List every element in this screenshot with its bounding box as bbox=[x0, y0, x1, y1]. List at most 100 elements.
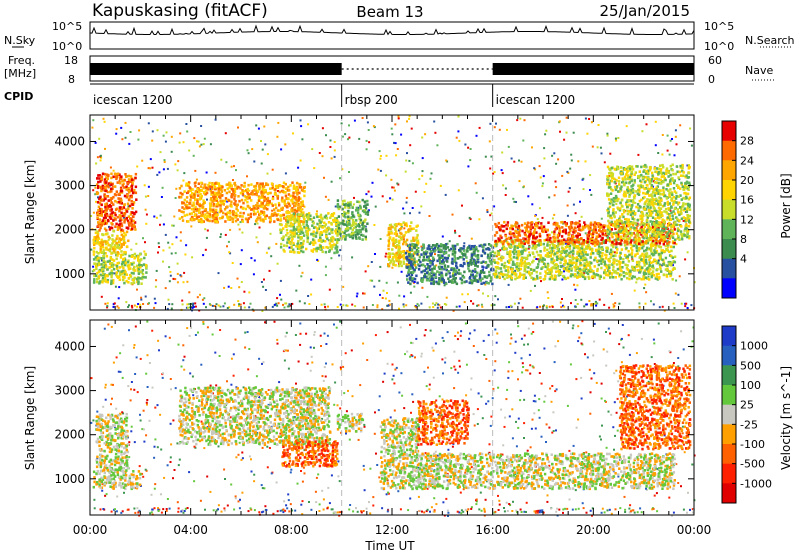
cpid-segments: icescan 1200 rbsp 200 icescan 1200 bbox=[93, 84, 575, 107]
echo-cell bbox=[100, 251, 104, 254]
echo-cell bbox=[189, 189, 192, 192]
echo-cell bbox=[285, 210, 289, 214]
echo-cell bbox=[217, 191, 221, 194]
echo-cell bbox=[246, 204, 249, 208]
echo-cell bbox=[489, 276, 493, 279]
echo-cell bbox=[579, 258, 583, 261]
echo-cell bbox=[440, 262, 444, 265]
echo-cell bbox=[350, 232, 353, 236]
echo-cell bbox=[124, 233, 127, 237]
echo-cell bbox=[119, 177, 122, 180]
echo-cell bbox=[132, 219, 135, 223]
speckle-cell bbox=[378, 150, 381, 153]
speckle-cell bbox=[677, 293, 680, 296]
speckle-cell bbox=[519, 297, 522, 300]
echo-cell bbox=[302, 239, 305, 243]
speckle-cell bbox=[403, 227, 406, 230]
echo-cell bbox=[127, 265, 130, 268]
echo-cell bbox=[120, 250, 123, 253]
speckle-cell bbox=[490, 212, 493, 215]
echo-cell bbox=[297, 230, 300, 233]
speckle-cell bbox=[557, 158, 560, 161]
echo-cell bbox=[328, 249, 331, 252]
echo-cell bbox=[540, 267, 543, 270]
echo-cell bbox=[457, 257, 460, 260]
power-heatmap bbox=[90, 115, 696, 312]
echo-cell bbox=[578, 259, 581, 263]
echo-cell bbox=[101, 219, 104, 222]
echo-cell bbox=[618, 255, 621, 258]
echo-cell bbox=[97, 259, 101, 263]
echo-cell bbox=[672, 260, 675, 263]
echo-cell bbox=[415, 241, 419, 244]
ground-cell bbox=[282, 303, 284, 306]
echo-cell bbox=[462, 276, 466, 279]
echo-cell bbox=[608, 270, 611, 273]
speckle-cell bbox=[125, 301, 128, 304]
echo-cell bbox=[567, 270, 570, 273]
echo-cell bbox=[483, 271, 486, 274]
echo-cell bbox=[293, 216, 296, 219]
echo-cell bbox=[196, 190, 199, 194]
echo-cell bbox=[626, 276, 629, 280]
echo-cell bbox=[493, 244, 497, 247]
echo-cell bbox=[100, 175, 104, 178]
echo-cell bbox=[292, 248, 295, 252]
echo-cell bbox=[308, 228, 311, 232]
echo-cell bbox=[644, 272, 648, 275]
echo-cell bbox=[623, 274, 626, 278]
speckle-cell bbox=[388, 299, 391, 302]
speckle-cell bbox=[367, 129, 370, 131]
echo-cell bbox=[644, 276, 647, 279]
echo-cell bbox=[300, 228, 304, 231]
echo-cell bbox=[395, 230, 398, 233]
echo-cell bbox=[205, 191, 209, 195]
echo-cell bbox=[329, 216, 332, 220]
echo-cell bbox=[264, 215, 267, 218]
echo-cell bbox=[561, 226, 564, 229]
echo-cell bbox=[573, 265, 576, 269]
speckle-cell bbox=[372, 125, 375, 128]
speckle-cell bbox=[209, 143, 212, 146]
speckle-cell bbox=[458, 139, 461, 142]
echo-cell bbox=[576, 275, 579, 279]
echo-cell bbox=[575, 245, 578, 248]
echo-cell bbox=[352, 223, 355, 226]
echo-cell bbox=[188, 202, 191, 205]
echo-cell bbox=[137, 255, 140, 258]
speckle-cell bbox=[288, 246, 291, 249]
echo-cell bbox=[115, 177, 118, 181]
echo-cell bbox=[630, 251, 634, 255]
ground-cell bbox=[376, 306, 379, 309]
speckle-cell bbox=[652, 303, 655, 306]
speckle-cell bbox=[528, 251, 531, 254]
ground-cell bbox=[277, 302, 280, 305]
echo-cell bbox=[430, 246, 433, 250]
echo-cell bbox=[639, 269, 642, 273]
speckle-cell bbox=[520, 160, 523, 163]
echo-cell bbox=[332, 237, 335, 240]
echo-cell bbox=[198, 204, 201, 207]
echo-cell bbox=[92, 250, 95, 253]
echo-cell bbox=[128, 254, 131, 258]
speckle-cell bbox=[361, 117, 364, 119]
echo-cell bbox=[123, 178, 126, 182]
echo-cell bbox=[105, 229, 108, 232]
echo-cell bbox=[444, 243, 448, 246]
echo-cell bbox=[415, 260, 418, 263]
ground-cell bbox=[106, 305, 109, 308]
echo-cell bbox=[409, 271, 413, 274]
echo-cell bbox=[270, 214, 273, 217]
echo-cell bbox=[101, 233, 104, 236]
speckle-cell bbox=[512, 197, 515, 200]
speckle-cell bbox=[248, 306, 251, 309]
echo-cell bbox=[239, 191, 243, 195]
echo-cell bbox=[96, 257, 100, 260]
echo-cell bbox=[133, 256, 136, 260]
echo-cell bbox=[427, 264, 430, 268]
echo-cell bbox=[415, 229, 418, 232]
echo-cell bbox=[127, 198, 131, 202]
echo-cell bbox=[284, 216, 288, 220]
echo-cell bbox=[398, 235, 401, 238]
echo-cell bbox=[130, 178, 134, 181]
